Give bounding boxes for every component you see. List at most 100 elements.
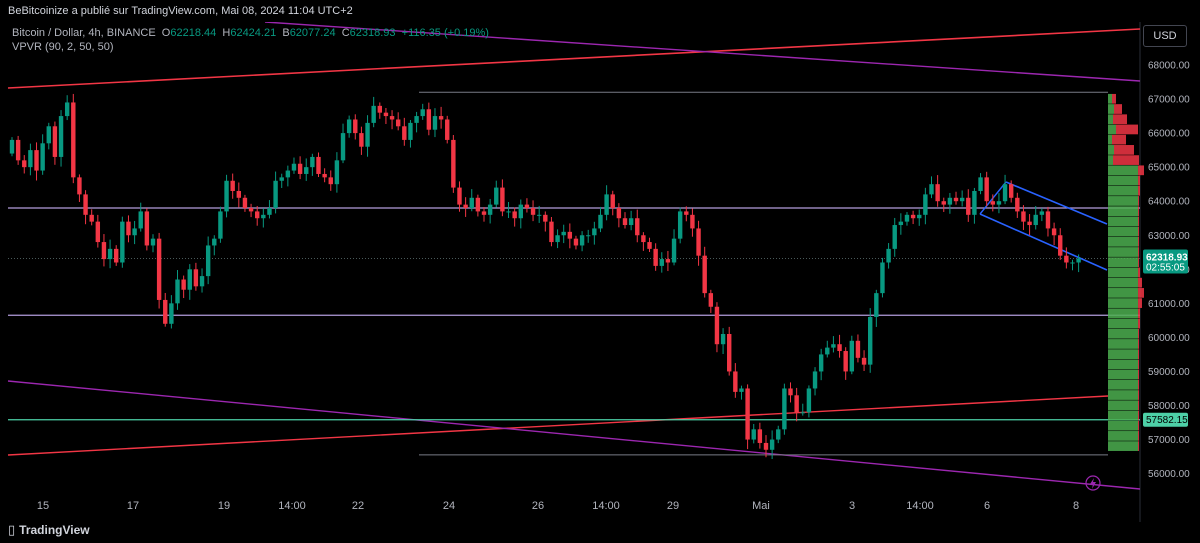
candle-body: [52, 126, 58, 157]
channel-lower: [979, 213, 1108, 271]
candle-body: [959, 197, 965, 202]
candle-body: [500, 187, 505, 212]
candle-body: [953, 197, 959, 202]
candle-body: [677, 211, 683, 239]
vp-up-bar: [1108, 349, 1138, 360]
candle-body: [77, 177, 82, 195]
vp-up-bar: [1108, 410, 1138, 421]
vp-down-bar: [1112, 93, 1116, 104]
candle-body: [218, 211, 223, 239]
candle-body: [402, 126, 407, 140]
candle-body: [132, 228, 137, 236]
candle-body: [868, 316, 873, 365]
indicator-legend[interactable]: VPVR (90, 2, 50, 50): [12, 41, 114, 53]
candle-body: [1076, 258, 1081, 263]
candle-body: [1002, 184, 1008, 202]
candle-body: [763, 442, 769, 450]
price-tick-label: 67000.00: [1148, 95, 1190, 106]
candle-body: [169, 303, 174, 324]
candle-body: [334, 160, 340, 185]
current-price-badge: [1143, 249, 1188, 274]
candle-body: [395, 119, 401, 127]
currency-button[interactable]: USD: [1143, 25, 1187, 47]
legend-low: 62077.24: [289, 27, 336, 39]
candle-body: [138, 211, 143, 229]
vp-up-bar: [1108, 196, 1138, 206]
candle-body: [898, 221, 904, 226]
candles: [9, 93, 1081, 460]
vp-down-bar: [1138, 288, 1144, 298]
time-tick-label: 15: [37, 500, 49, 512]
candle-body: [530, 208, 536, 215]
vp-up-bar: [1108, 267, 1138, 278]
candle-body: [322, 173, 327, 178]
candle-body: [782, 388, 787, 430]
legend-open: 62218.44: [170, 27, 217, 39]
candle-body: [628, 218, 634, 226]
vp-down-bar: [1138, 216, 1139, 227]
time-tick-label: 8: [1073, 500, 1079, 512]
candle-body: [929, 184, 934, 195]
candle-body: [438, 116, 444, 120]
vp-down-bar: [1116, 124, 1138, 135]
candle-body: [904, 214, 910, 222]
candle-body: [941, 201, 946, 205]
candle-body: [150, 238, 156, 246]
vp-down-bar: [1138, 308, 1140, 319]
candle-body: [255, 211, 260, 219]
vp-down-bar: [1138, 247, 1139, 257]
vp-down-bar: [1114, 104, 1122, 114]
watermark-text: TradingView: [19, 523, 90, 537]
time-tick-label: 14:00: [592, 500, 620, 512]
vp-up-bar: [1108, 318, 1138, 329]
upper-purple-trendline: [264, 22, 1141, 82]
vp-up-bar: [1108, 288, 1138, 298]
candle-body: [310, 156, 315, 168]
candle-body: [304, 167, 309, 174]
tradingview-logo-icon: ▯: [8, 522, 16, 537]
candle-body: [1015, 197, 1020, 212]
price-tick-label: 64000.00: [1148, 197, 1190, 208]
vp-down-bar: [1138, 420, 1139, 431]
vp-down-bar: [1114, 145, 1134, 155]
vp-up-bar: [1108, 257, 1138, 268]
vp-up-bar: [1108, 124, 1116, 135]
vp-up-bar: [1108, 328, 1138, 339]
price-chart[interactable]: 68000.00 67000.00 66000.00 65000.00 64000.00…: [0, 22, 1200, 543]
candle-body: [346, 119, 352, 134]
candle-body: [659, 259, 664, 266]
candle-body: [1027, 221, 1032, 226]
vp-up-bar: [1108, 145, 1114, 155]
candle-body: [64, 102, 70, 117]
vp-down-bar: [1138, 369, 1139, 380]
candle-body: [536, 214, 542, 216]
legend-high: 62424.21: [230, 27, 277, 39]
candle-body: [126, 221, 131, 236]
candle-body: [230, 180, 235, 191]
candle-body: [947, 197, 953, 205]
publisher-bar: BeBitcoinize a publié sur TradingView.co…: [0, 0, 1200, 22]
vp-up-bar: [1108, 134, 1112, 145]
vp-up-bar: [1108, 236, 1138, 247]
candle-body: [187, 269, 192, 290]
candle-body: [812, 371, 818, 389]
candle-body: [28, 150, 33, 168]
candle-body: [966, 197, 971, 215]
vp-up-bar: [1108, 420, 1138, 431]
candle-body: [89, 214, 94, 222]
candle-body: [653, 248, 658, 266]
vp-down-bar: [1138, 441, 1139, 451]
candle-body: [199, 276, 205, 287]
vp-down-bar: [1138, 359, 1139, 370]
candle-body: [463, 204, 468, 209]
candle-body: [156, 238, 162, 300]
candle-body: [224, 180, 229, 212]
vp-down-bar: [1138, 206, 1139, 217]
vp-down-bar: [1113, 155, 1139, 165]
candle-body: [1058, 235, 1063, 256]
vp-down-bar: [1138, 328, 1139, 339]
volume-profile: [1108, 93, 1144, 451]
candle-body: [420, 109, 425, 117]
lightning-icon: [1085, 475, 1101, 491]
upper-red-trendline: [7, 28, 1141, 89]
